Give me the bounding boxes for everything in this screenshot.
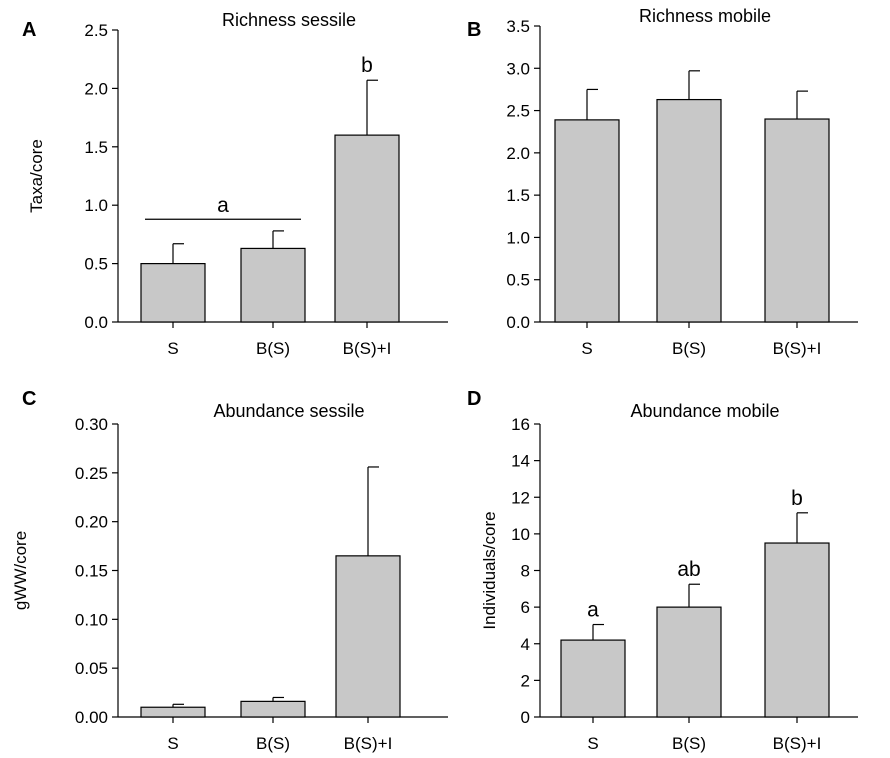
bar	[656, 98, 722, 323]
y-tick-label: 4	[521, 635, 530, 654]
y-tick-label: 0.15	[75, 562, 108, 581]
x-tick-label: S	[587, 734, 598, 753]
x-tick-label: S	[167, 734, 178, 753]
y-tick-label: 0.5	[506, 271, 530, 290]
x-tick-label: B(S)	[256, 734, 290, 753]
panel-d: D Abundance mobile Individuals/core 0 2 4 6 8 10…	[467, 388, 858, 753]
chart-title: Richness sessile	[222, 10, 356, 30]
x-tick-label: B(S)+I	[773, 339, 822, 358]
y-tick-label: 2.0	[506, 144, 530, 163]
significance-label: b	[791, 487, 803, 510]
y-tick-label: 14	[511, 452, 530, 471]
bar	[240, 247, 306, 323]
bar	[240, 700, 306, 718]
significance-label: a	[217, 194, 229, 217]
bar	[656, 606, 722, 718]
y-tick-label: 8	[521, 562, 530, 581]
y-tick-label: 2	[521, 671, 530, 690]
y-tick-label: 12	[511, 488, 530, 507]
y-tick-label: 2.5	[506, 102, 530, 121]
y-tick-label: 1.5	[84, 138, 108, 157]
y-tick-label: 0.30	[75, 415, 108, 434]
significance-label: a	[587, 599, 599, 622]
bar	[554, 119, 620, 323]
x-tick-label: B(S)	[256, 339, 290, 358]
bar	[140, 706, 206, 718]
y-tick-label: 16	[511, 415, 530, 434]
y-tick-label: 0.05	[75, 659, 108, 678]
y-tick-label: 0	[521, 708, 530, 727]
bar	[560, 639, 626, 718]
x-tick-label: B(S)+I	[773, 734, 822, 753]
y-tick-label: 10	[511, 525, 530, 544]
y-tick-label: 0.20	[75, 513, 108, 532]
y-tick-label: 1.0	[84, 196, 108, 215]
chart-title: Richness mobile	[639, 6, 771, 26]
panel-a: A Richness sessile Taxa/core 0.0 0.5 1.0 1.5 2.…	[22, 10, 448, 358]
bar	[764, 542, 830, 718]
chart-title: Abundance sessile	[213, 401, 364, 421]
y-tick-label: 3.5	[506, 17, 530, 36]
y-tick-label: 1.0	[506, 228, 530, 247]
x-tick-label: B(S)+I	[343, 339, 392, 358]
y-axis-label: Taxa/core	[27, 139, 46, 213]
bar	[334, 134, 400, 323]
significance-label: ab	[677, 558, 700, 581]
y-axis-label: Individuals/core	[480, 511, 499, 629]
x-tick-label: B(S)+I	[344, 734, 393, 753]
x-tick-label: S	[581, 339, 592, 358]
x-tick-label: B(S)	[672, 734, 706, 753]
y-tick-label: 2.0	[84, 79, 108, 98]
y-tick-label: 2.5	[84, 21, 108, 40]
y-tick-label: 3.0	[506, 59, 530, 78]
x-tick-label: S	[167, 339, 178, 358]
y-tick-label: 0.25	[75, 464, 108, 483]
significance-label: b	[361, 54, 373, 77]
panel-letter: C	[22, 388, 36, 410]
chart-title: Abundance mobile	[630, 401, 779, 421]
panel-letter: D	[467, 388, 481, 410]
panel-c: C Abundance sessile gWW/core 0.00 0.05 0.10 0.…	[11, 388, 448, 753]
y-tick-label: 0.0	[84, 313, 108, 332]
panel-letter: A	[22, 19, 36, 41]
y-tick-label: 0.10	[75, 610, 108, 629]
y-tick-label: 1.5	[506, 186, 530, 205]
panel-letter: B	[467, 19, 481, 41]
bar	[140, 263, 206, 323]
panel-b: B Richness mobile 0.0 0.5 1.0 1.5 2.0 2.5 3.0 3.5…	[467, 6, 858, 358]
y-tick-label: 0.5	[84, 255, 108, 274]
bar	[764, 118, 830, 323]
y-axis-label: gWW/core	[11, 531, 30, 610]
bar	[335, 555, 401, 718]
y-tick-label: 0.0	[506, 313, 530, 332]
y-tick-label: 0.00	[75, 708, 108, 727]
x-tick-label: B(S)	[672, 339, 706, 358]
y-tick-label: 6	[521, 598, 530, 617]
